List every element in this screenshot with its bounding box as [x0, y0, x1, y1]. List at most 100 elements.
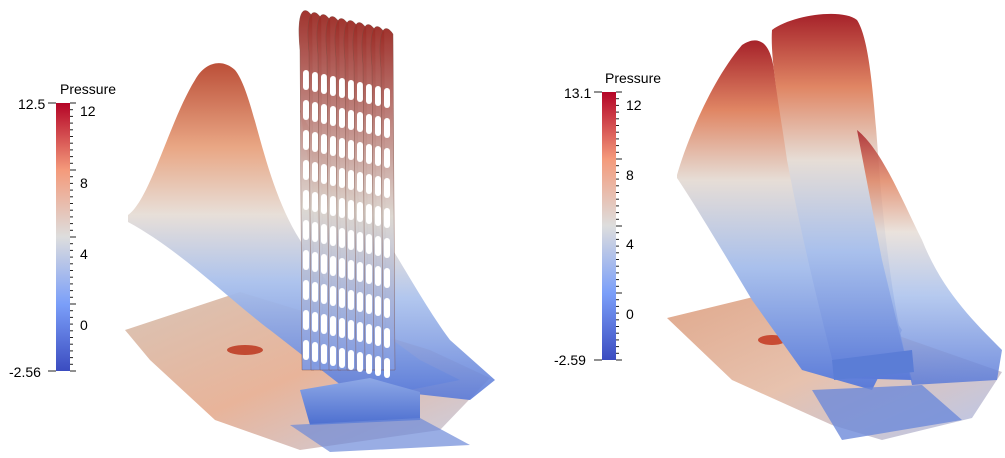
- fin-slot: [321, 134, 327, 154]
- fin-slot: [321, 314, 327, 334]
- fin-slot: [339, 258, 345, 278]
- pressure-ribbon-main: [771, 13, 912, 380]
- fin-slot: [366, 204, 372, 224]
- fin-slot: [321, 254, 327, 274]
- fin-slot: [366, 354, 372, 374]
- fin-slot: [375, 326, 381, 346]
- left-render-panel: Pressure 12.5 -2.56 12 8 4 0: [0, 0, 502, 458]
- fin-slot: [312, 162, 318, 182]
- fin-slot: [366, 324, 372, 344]
- fin-slot: [339, 168, 345, 188]
- fin-slot: [303, 340, 309, 360]
- fin-slot: [339, 228, 345, 248]
- fin-slot: [366, 144, 372, 164]
- fin-slot: [303, 130, 309, 150]
- fin-slot: [357, 172, 363, 192]
- colorbar-gradient: [56, 103, 70, 371]
- fin-slot: [348, 260, 354, 280]
- fin-slot: [330, 286, 336, 306]
- fin-slot: [303, 160, 309, 180]
- fin-slot: [348, 350, 354, 370]
- colorbar-minor-ticks: [48, 102, 76, 372]
- fin-slot: [330, 196, 336, 216]
- fin-slot: [303, 310, 309, 330]
- fin-plate: [379, 28, 396, 371]
- fin-slot: [330, 346, 336, 366]
- fin-slot: [375, 176, 381, 196]
- colorbar-tick-label: 4: [80, 246, 88, 262]
- fin-slot: [375, 116, 381, 136]
- fin-slot: [384, 298, 390, 318]
- fin-slot: [375, 356, 381, 376]
- fin-slot: [384, 148, 390, 168]
- colorbar-tick-label: 8: [626, 167, 634, 183]
- fin-slot: [384, 358, 390, 378]
- fin-slot: [348, 290, 354, 310]
- fin-slot: [321, 194, 327, 214]
- fin-slot: [384, 208, 390, 228]
- fin-slot: [303, 280, 309, 300]
- fin-slot: [375, 266, 381, 286]
- right-render-panel: Pressure 13.1 -2.59 12 8 4 0: [502, 0, 1005, 458]
- pressure-surface-render-left: [48, 10, 495, 452]
- fin-slot: [321, 164, 327, 184]
- colorbar-min-label: -2.59: [554, 352, 586, 368]
- colorbar-max-label: 13.1: [564, 85, 592, 101]
- colorbar-title: Pressure: [605, 70, 662, 86]
- pressure-wave-left: [128, 63, 460, 401]
- fin-slot: [357, 112, 363, 132]
- fin-slot: [330, 166, 336, 186]
- fin-slot: [384, 178, 390, 198]
- colorbar-tick-label: 4: [626, 236, 634, 252]
- fin-slot: [321, 284, 327, 304]
- fin-slot: [357, 352, 363, 372]
- fin-slot: [384, 118, 390, 138]
- fin-slot: [339, 318, 345, 338]
- fin-slot: [339, 288, 345, 308]
- fin-slot: [375, 296, 381, 316]
- pressure-sheet-right: [857, 130, 1002, 385]
- fin-slot: [366, 114, 372, 134]
- fin-slot: [312, 132, 318, 152]
- fin-slot: [339, 78, 345, 98]
- fin-slot: [312, 102, 318, 122]
- fin-slot: [366, 264, 372, 284]
- fin-slot: [357, 82, 363, 102]
- fin-slot: [330, 316, 336, 336]
- colorbar-tick-label: 12: [626, 97, 642, 113]
- fin-slot: [348, 170, 354, 190]
- fin-slot: [303, 190, 309, 210]
- fin-slot: [384, 88, 390, 108]
- fin-slot: [312, 222, 318, 242]
- fin-slot: [330, 256, 336, 276]
- fin-slot: [375, 236, 381, 256]
- fin-slot: [312, 72, 318, 92]
- fin-array: [298, 10, 396, 378]
- colorbar-minor-ticks: [594, 91, 622, 361]
- fin-slot: [348, 140, 354, 160]
- fin-slot: [330, 76, 336, 96]
- fin-slot: [312, 282, 318, 302]
- fin-slot: [303, 100, 309, 120]
- base-block: [300, 378, 420, 425]
- fin-slot: [321, 224, 327, 244]
- fin-slot: [375, 86, 381, 106]
- fin-slot: [321, 344, 327, 364]
- fin-slot: [348, 230, 354, 250]
- fin-slot: [348, 320, 354, 340]
- fin-slot: [339, 198, 345, 218]
- fin-slot: [366, 234, 372, 254]
- fin-slot: [375, 206, 381, 226]
- colorbar-tick-label: 12: [80, 103, 96, 119]
- fin-slot: [348, 110, 354, 130]
- fin-slot: [321, 74, 327, 94]
- fin-slot: [357, 262, 363, 282]
- colorbar-min-label: -2.56: [9, 364, 41, 380]
- fin-slot: [357, 142, 363, 162]
- base-block: [832, 350, 914, 380]
- fin-slot: [303, 220, 309, 240]
- fin-slot: [366, 84, 372, 104]
- fin-slot: [375, 146, 381, 166]
- colorbar-title: Pressure: [60, 81, 117, 97]
- fin-slot: [384, 268, 390, 288]
